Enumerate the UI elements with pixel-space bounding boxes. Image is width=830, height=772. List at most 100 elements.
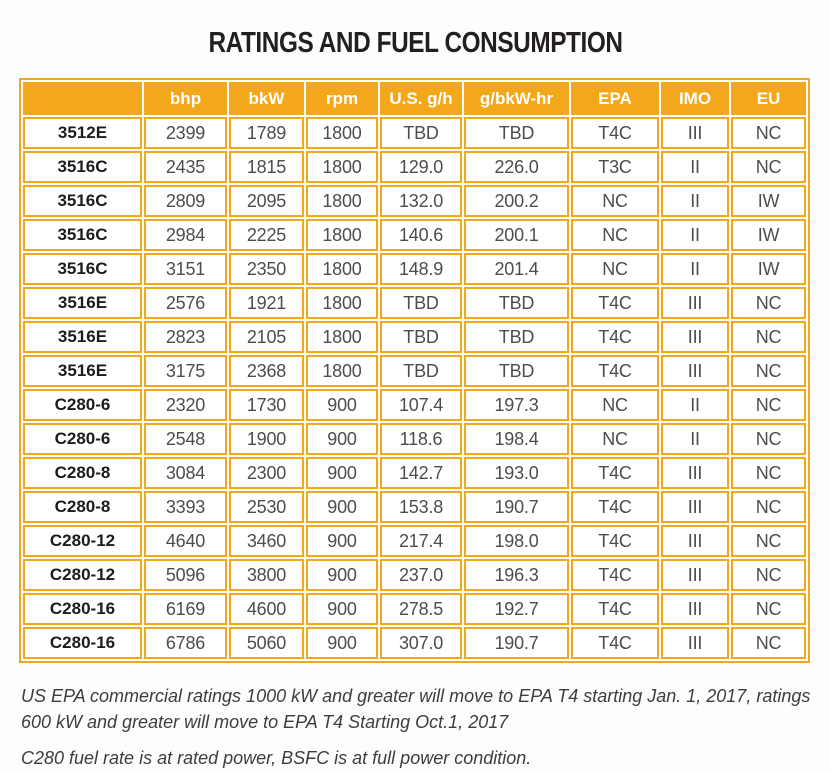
table-cell: T4C bbox=[571, 627, 659, 659]
table-cell: 1800 bbox=[306, 321, 378, 353]
table-cell: 1730 bbox=[229, 389, 304, 421]
table-cell: 153.8 bbox=[380, 491, 462, 523]
table-cell: 1900 bbox=[229, 423, 304, 455]
table-cell: III bbox=[661, 457, 729, 489]
table-cell: 200.1 bbox=[464, 219, 569, 251]
table-cell: IW bbox=[731, 253, 806, 285]
table-cell: III bbox=[661, 321, 729, 353]
table-cell: 2823 bbox=[144, 321, 227, 353]
table-cell: 148.9 bbox=[380, 253, 462, 285]
table-cell: 307.0 bbox=[380, 627, 462, 659]
table-cell: T4C bbox=[571, 287, 659, 319]
table-cell: NC bbox=[731, 593, 806, 625]
column-header-imo: IMO bbox=[661, 82, 729, 115]
table-cell: 2300 bbox=[229, 457, 304, 489]
table-cell: II bbox=[661, 423, 729, 455]
table-cell: 118.6 bbox=[380, 423, 462, 455]
table-cell: II bbox=[661, 219, 729, 251]
table-cell: 900 bbox=[306, 593, 378, 625]
row-label: 3516C bbox=[23, 185, 142, 217]
table-cell: TBD bbox=[380, 355, 462, 387]
table-cell: 900 bbox=[306, 389, 378, 421]
row-label: C280-8 bbox=[23, 491, 142, 523]
row-label: C280-6 bbox=[23, 423, 142, 455]
table-cell: 1800 bbox=[306, 287, 378, 319]
table-cell: 1921 bbox=[229, 287, 304, 319]
table-cell: 197.3 bbox=[464, 389, 569, 421]
table-cell: 2984 bbox=[144, 219, 227, 251]
table-cell: TBD bbox=[380, 117, 462, 149]
row-label: C280-8 bbox=[23, 457, 142, 489]
table-cell: 217.4 bbox=[380, 525, 462, 557]
table-cell: III bbox=[661, 559, 729, 591]
footnotes: US EPA commercial ratings 1000 kW and gr… bbox=[21, 684, 813, 772]
table-cell: 226.0 bbox=[464, 151, 569, 183]
table-cell: 1789 bbox=[229, 117, 304, 149]
table-cell: 2350 bbox=[229, 253, 304, 285]
table-cell: 2368 bbox=[229, 355, 304, 387]
table-cell: 900 bbox=[306, 423, 378, 455]
table-cell: 2320 bbox=[144, 389, 227, 421]
table-row: C280-6 2548 1900 900 118.6 198.4 NC II NC bbox=[23, 423, 806, 455]
table-row: C280-12 4640 3460 900 217.4 198.0 T4C III NC bbox=[23, 525, 806, 557]
table-cell: 2225 bbox=[229, 219, 304, 251]
table-cell: 107.4 bbox=[380, 389, 462, 421]
row-label: C280-12 bbox=[23, 525, 142, 557]
table-cell: 4640 bbox=[144, 525, 227, 557]
table-cell: 4600 bbox=[229, 593, 304, 625]
row-label: C280-16 bbox=[23, 593, 142, 625]
table-cell: T4C bbox=[571, 457, 659, 489]
table-cell: 196.3 bbox=[464, 559, 569, 591]
table-cell: 3393 bbox=[144, 491, 227, 523]
table-cell: 1800 bbox=[306, 253, 378, 285]
table-cell: TBD bbox=[464, 321, 569, 353]
table-cell: 900 bbox=[306, 491, 378, 523]
column-header-bhp: bhp bbox=[144, 82, 227, 115]
header-row: bhp bkW rpm U.S. g/h g/bkW-hr EPA IMO EU bbox=[23, 82, 806, 115]
table-cell: NC bbox=[731, 559, 806, 591]
table-cell: T4C bbox=[571, 117, 659, 149]
table-cell: 2435 bbox=[144, 151, 227, 183]
table-cell: 900 bbox=[306, 457, 378, 489]
table-cell: NC bbox=[731, 287, 806, 319]
table-cell: T4C bbox=[571, 321, 659, 353]
table-cell: 198.0 bbox=[464, 525, 569, 557]
table-cell: 3460 bbox=[229, 525, 304, 557]
table-cell: T4C bbox=[571, 355, 659, 387]
table-cell: IW bbox=[731, 219, 806, 251]
table-cell: 1800 bbox=[306, 185, 378, 217]
table-cell: TBD bbox=[464, 287, 569, 319]
table-cell: NC bbox=[731, 627, 806, 659]
table-cell: 3175 bbox=[144, 355, 227, 387]
table-cell: 1800 bbox=[306, 219, 378, 251]
table-cell: 140.6 bbox=[380, 219, 462, 251]
table-cell: III bbox=[661, 593, 729, 625]
table-cell: 129.0 bbox=[380, 151, 462, 183]
row-label: 3516C bbox=[23, 219, 142, 251]
table-cell: NC bbox=[731, 117, 806, 149]
table-row: C280-8 3393 2530 900 153.8 190.7 T4C III NC bbox=[23, 491, 806, 523]
table-cell: 193.0 bbox=[464, 457, 569, 489]
table-row: 3516C 2984 2225 1800 140.6 200.1 NC II IW bbox=[23, 219, 806, 251]
table-cell: III bbox=[661, 627, 729, 659]
table-row: 3512E 2399 1789 1800 TBD TBD T4C III NC bbox=[23, 117, 806, 149]
table-cell: 6786 bbox=[144, 627, 227, 659]
table-row: C280-12 5096 3800 900 237.0 196.3 T4C III NC bbox=[23, 559, 806, 591]
table-row: C280-8 3084 2300 900 142.7 193.0 T4C III NC bbox=[23, 457, 806, 489]
table-cell: 2576 bbox=[144, 287, 227, 319]
table-cell: NC bbox=[731, 457, 806, 489]
row-label: 3516C bbox=[23, 253, 142, 285]
table-cell: II bbox=[661, 185, 729, 217]
table-cell: NC bbox=[731, 151, 806, 183]
table-cell: 2105 bbox=[229, 321, 304, 353]
table-cell: III bbox=[661, 355, 729, 387]
table-cell: 900 bbox=[306, 525, 378, 557]
column-header-bkw: bkW bbox=[229, 82, 304, 115]
column-header-eu: EU bbox=[731, 82, 806, 115]
table-cell: NC bbox=[571, 185, 659, 217]
table-cell: NC bbox=[571, 253, 659, 285]
table-cell: NC bbox=[731, 491, 806, 523]
table-cell: 237.0 bbox=[380, 559, 462, 591]
table-row: 3516C 3151 2350 1800 148.9 201.4 NC II IW bbox=[23, 253, 806, 285]
table-row: 3516E 3175 2368 1800 TBD TBD T4C III NC bbox=[23, 355, 806, 387]
